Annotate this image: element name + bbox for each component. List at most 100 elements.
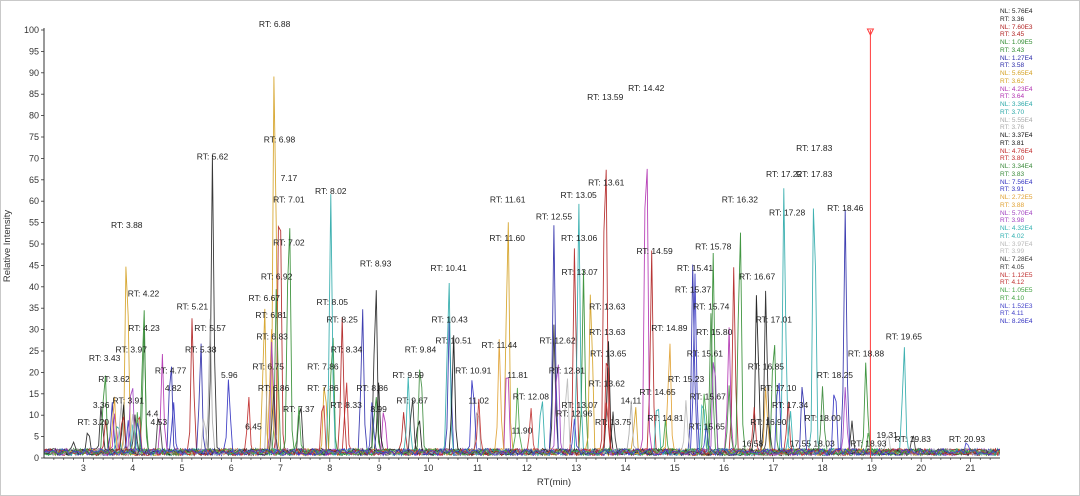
legend-nl-value: NL: 1.12E5 <box>1000 271 1033 279</box>
peak-label: 4.53 <box>151 417 168 427</box>
y-tick-label: 85 <box>29 89 39 99</box>
y-tick-label: 30 <box>29 325 39 335</box>
legend-nl-value: NL: 1.27E4 <box>1000 54 1033 62</box>
legend-rt-value: RT: 3.99 <box>1000 248 1025 256</box>
y-axis-ticks: 0 5 10 15 20 25 30 35 40 45 50 55 60 65 70 75 80 85 90 95 10… <box>24 25 44 463</box>
axes <box>43 28 1000 459</box>
legend-rt-value: RT: 3.64 <box>1000 93 1025 101</box>
legend-nl-value: NL: 4.32E4 <box>1000 225 1033 232</box>
x-tick-label: 13 <box>571 463 581 473</box>
peak-label: RT: 15.67 <box>690 391 727 401</box>
peak-label: RT: 12.62 <box>539 336 576 346</box>
peak-label: 11.81 <box>507 370 528 380</box>
peak-label: 8.99 <box>370 404 387 414</box>
peak-label: RT: 12.55 <box>536 212 573 222</box>
legend-nl-value: NL: 7.28E4 <box>1000 256 1033 263</box>
x-tick-label: 8 <box>327 463 332 473</box>
peak-label: RT: 13.75 <box>595 417 632 427</box>
x-tick-label: 12 <box>522 463 532 473</box>
legend-nl-value: NL: 1.09E5 <box>1000 39 1033 46</box>
x-tick-label: 19 <box>867 463 877 473</box>
peak-label: 4.82 <box>165 383 182 393</box>
peak-label: RT: 15.80 <box>696 327 733 337</box>
peak-label: RT: 15.23 <box>668 374 705 384</box>
peak-label: 7.17 <box>281 173 298 183</box>
legend-nl-value: NL: 5.70E4 <box>1000 209 1033 217</box>
peak-label: 17.55 <box>790 438 812 448</box>
peak-label: RT: 4.22 <box>128 289 160 299</box>
y-tick-label: 45 <box>29 260 39 270</box>
x-tick-label: 21 <box>965 463 975 473</box>
peak-label: RT: 11.61 <box>490 194 526 204</box>
y-tick-label: 0 <box>34 453 39 463</box>
legend-nl-value: NL: 5.55E4 <box>1000 116 1033 124</box>
legend-rt-value: RT: 4.12 <box>1000 279 1025 287</box>
y-tick-label: 10 <box>29 410 39 420</box>
x-tick-label: 17 <box>768 463 778 473</box>
x-axis-label: RT(min) <box>537 477 571 488</box>
peak-label: RT: 6.92 <box>261 272 293 282</box>
y-tick-label: 50 <box>29 239 39 249</box>
y-tick-label: 80 <box>29 111 39 121</box>
legend-nl-value: NL: 8.26E4 <box>1000 318 1033 325</box>
x-axis-ticks: 3 4 5 6 7 8 9 10 11 12 13 14 15 16 17 18 19 20 21 <box>53 458 991 473</box>
x-tick-label: 18 <box>818 463 828 473</box>
peak-label: RT: 14.81 <box>647 413 684 423</box>
y-tick-label: 35 <box>29 303 39 313</box>
peak-label: RT: 17.34 <box>772 400 809 410</box>
peak-label: RT: 13.59 <box>587 92 624 102</box>
peak-label: RT: 5.62 <box>197 152 229 162</box>
legend-rt-value: RT: 3.81 <box>1000 139 1025 147</box>
legend-rt-value: RT: 4.10 <box>1000 294 1025 302</box>
peak-label: RT: 3.43 <box>89 353 121 363</box>
peak-label: 19.31 <box>877 430 899 440</box>
legend-nl-value: NL: 2.72E5 <box>1000 194 1033 201</box>
peak-label: RT: 7.86 <box>307 361 339 371</box>
peak-label: RT: 8.93 <box>360 259 392 269</box>
peak-label: RT: 20.93 <box>949 434 986 444</box>
legend-rt-value: RT: 3.88 <box>1000 201 1025 209</box>
y-axis-label: Relative Intensity <box>2 210 13 283</box>
peak-label: RT: 4.77 <box>155 366 187 376</box>
peak-label: RT: 6.83 <box>256 331 288 341</box>
peak-label: RT: 10.41 <box>430 263 467 273</box>
legend-rt-value: RT: 3.62 <box>1000 77 1025 85</box>
peak-label: RT: 8.05 <box>317 297 349 307</box>
x-tick-label: 10 <box>423 463 433 473</box>
peak-label: RT: 5.57 <box>194 323 226 333</box>
peak-label: RT: 3.91 <box>113 396 145 406</box>
y-tick-label: 5 <box>34 432 39 442</box>
chromatogram-chart: Relative Intensity RT(min) 0 5 10 15 20 25 30 3… <box>2 19 1000 488</box>
peak-label: RT: 13.62 <box>589 379 626 389</box>
x-tick-label: 15 <box>670 463 680 473</box>
peak-label: RT: 9.67 <box>396 396 428 406</box>
legend-rt-value: RT: 4.05 <box>1000 263 1025 271</box>
peak-label: RT: 8.86 <box>356 383 388 393</box>
y-tick-label: 65 <box>29 175 39 185</box>
peak-label: RT: 6.81 <box>255 310 287 320</box>
series-trace <box>43 209 1000 457</box>
peak-label: RT: 17.22 <box>766 169 803 179</box>
series-trace <box>43 402 1000 457</box>
peak-label: RT: 14.89 <box>651 323 688 333</box>
peak-label: 6.45 <box>245 421 262 431</box>
legend-rt-value: RT: 3.43 <box>1000 46 1025 54</box>
peak-label: RT: 17.28 <box>769 207 806 217</box>
peak-annotations: RT: 6.88 RT: 5.62 RT: 6.98 7.17 RT: 7.01 RT: … <box>78 19 986 448</box>
y-tick-label: 15 <box>29 389 39 399</box>
peak-label: RT: 9.84 <box>405 344 437 354</box>
peak-label: RT: 3.20 <box>78 417 110 427</box>
peak-label: 11.02 <box>468 396 489 406</box>
x-tick-label: 11 <box>473 463 482 473</box>
peak-label: RT: 8.02 <box>315 186 347 196</box>
peak-label: RT: 13.05 <box>561 190 598 200</box>
peak-label: RT: 17.01 <box>756 314 793 324</box>
peak-label: RT: 13.06 <box>561 233 598 243</box>
peak-label: 3.36 <box>93 400 110 410</box>
peak-label: 16.58 <box>742 438 764 448</box>
y-tick-label: 100 <box>24 25 39 35</box>
peak-label: RT: 6.67 <box>249 293 281 303</box>
legend-nl-value: NL: 3.37E4 <box>1000 132 1033 139</box>
legend-nl-value: NL: 7.60E3 <box>1000 23 1033 31</box>
peak-label: RT: 7.86 <box>307 383 339 393</box>
